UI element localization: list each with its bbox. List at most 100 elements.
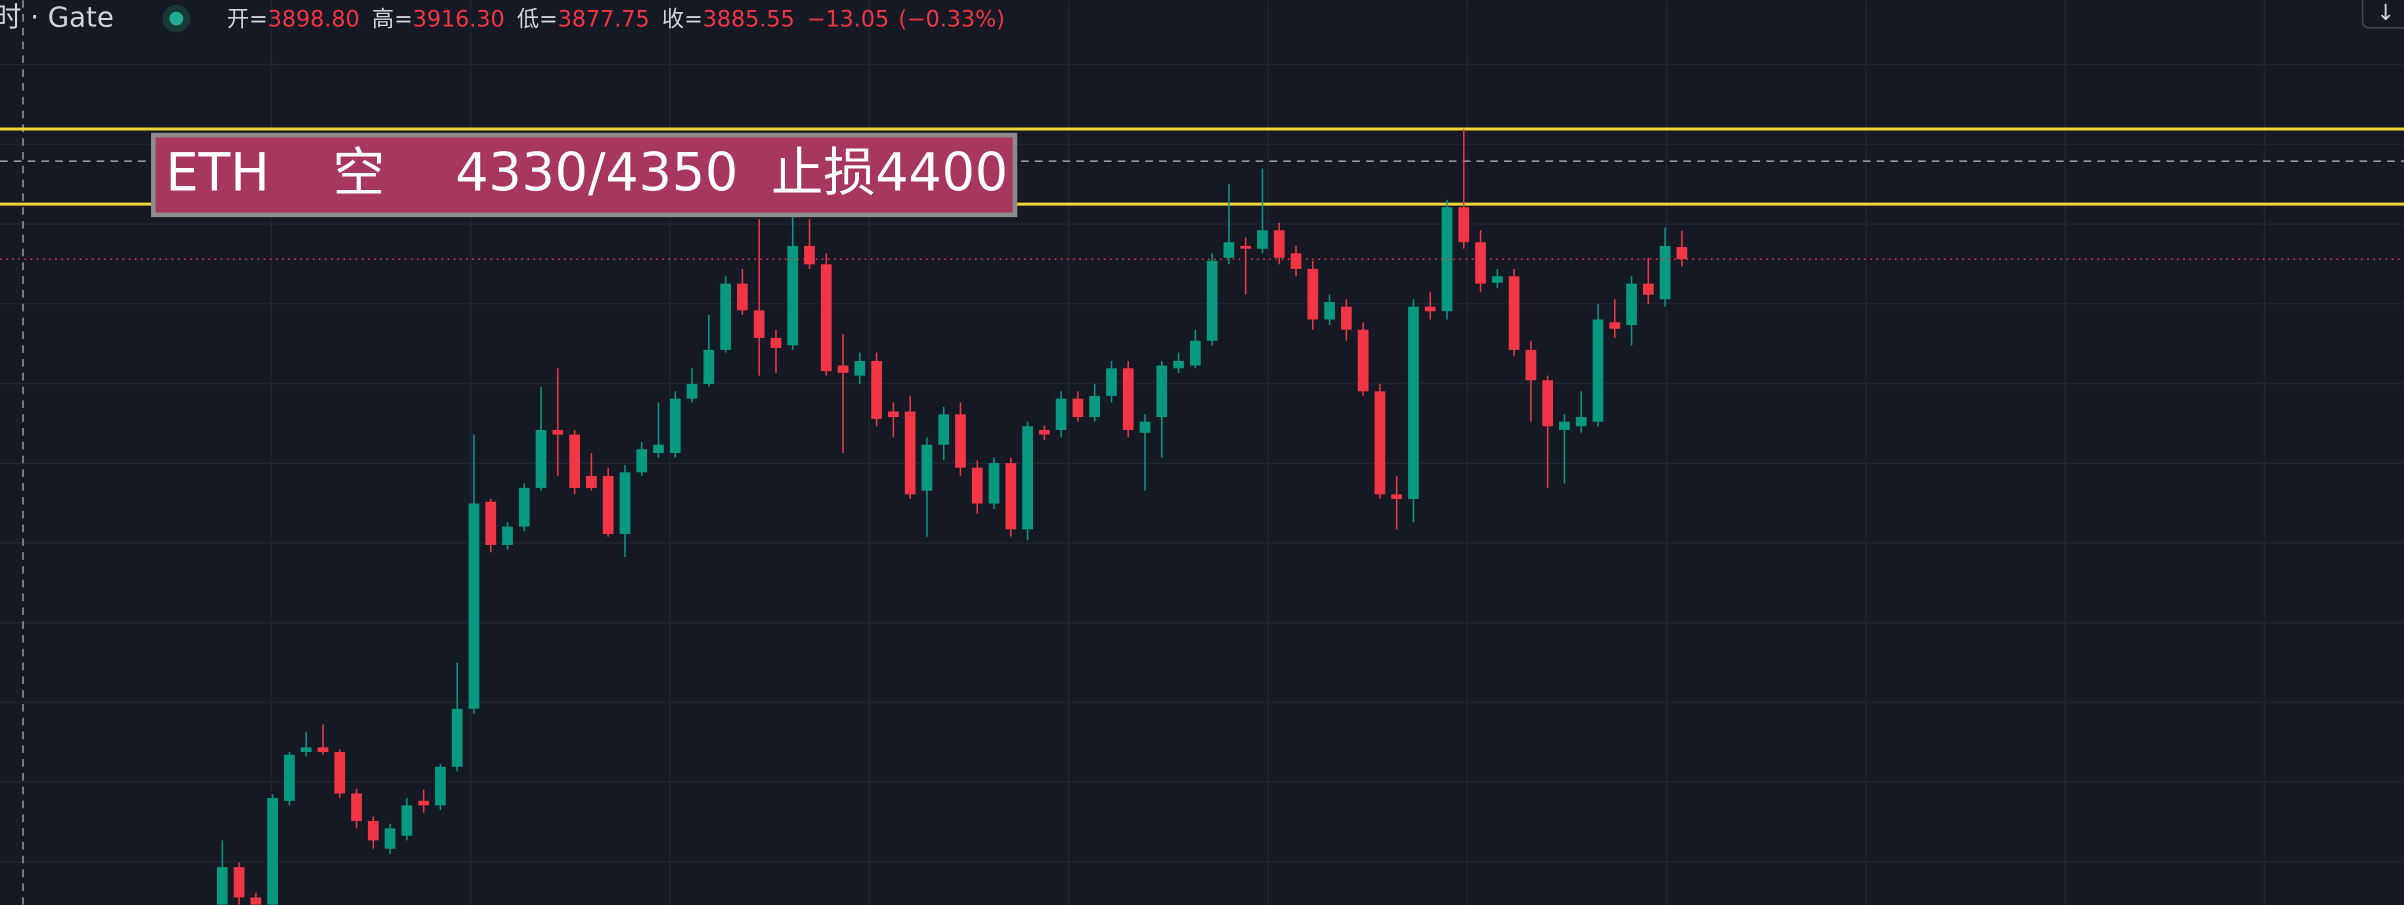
change-pct: (−0.33%) xyxy=(898,6,1005,32)
candle-body xyxy=(1475,242,1486,284)
candle-body xyxy=(1039,429,1050,435)
candle-body xyxy=(1139,421,1151,433)
candle-body xyxy=(1408,306,1419,499)
candle-body xyxy=(1022,426,1033,530)
candle-body xyxy=(284,754,295,801)
candle-body xyxy=(971,467,983,504)
candle-body xyxy=(1676,247,1688,260)
candle-body xyxy=(636,449,648,473)
candle-body xyxy=(1542,380,1554,427)
annotation-text: 止损4400 xyxy=(771,144,1008,204)
candle-body xyxy=(737,283,748,311)
candle-body xyxy=(1122,368,1134,430)
scroll-icon[interactable]: ↓ xyxy=(2376,0,2395,26)
label: 低= xyxy=(517,6,558,32)
candle-body xyxy=(401,805,413,836)
candle-body xyxy=(820,264,832,372)
candle-body xyxy=(1273,230,1285,258)
candle-body xyxy=(216,867,228,905)
candle-body xyxy=(1441,207,1453,312)
candle-body xyxy=(384,828,396,849)
candle-body xyxy=(653,444,664,453)
candle-body xyxy=(250,897,262,905)
header: 时 · Gate 开=3898.80 高=3916.30 低=3877.75 收=38… xyxy=(0,0,2404,33)
candle-body xyxy=(804,245,815,265)
candle-body xyxy=(451,708,463,767)
annotation-box: ETH 空 4330/4350 止损4400 xyxy=(151,132,1018,218)
change: −13.05 xyxy=(807,6,889,32)
candle-body xyxy=(1458,207,1470,243)
candle-body xyxy=(502,526,513,545)
candle-body xyxy=(485,501,497,545)
candle-body xyxy=(435,766,446,806)
value: 3885.55 xyxy=(703,6,795,32)
candle-body xyxy=(837,365,849,373)
scroll-button[interactable] xyxy=(2361,0,2404,29)
candle-body xyxy=(418,800,429,806)
candle-body xyxy=(552,429,564,435)
candle-body xyxy=(669,398,681,453)
candle-body xyxy=(267,798,279,905)
candle-body xyxy=(1106,368,1117,396)
annotation-text: ETH xyxy=(166,144,270,204)
value: 3877.75 xyxy=(558,6,650,32)
annotation-text: 空 xyxy=(333,144,385,204)
candle-body xyxy=(1391,494,1403,499)
candle-body xyxy=(1206,260,1218,341)
candle-body xyxy=(1609,322,1621,329)
candle-body xyxy=(787,245,799,346)
candle-body xyxy=(703,349,715,384)
candle-body xyxy=(1240,245,1252,249)
candle-body xyxy=(1340,306,1352,330)
candle-body xyxy=(1290,253,1302,269)
candle-body xyxy=(1173,360,1184,369)
candle-body xyxy=(686,383,698,399)
candle-body xyxy=(569,434,580,488)
candle-body xyxy=(1508,276,1520,350)
candle-body xyxy=(619,472,631,534)
candle-body xyxy=(921,444,933,491)
candle-body xyxy=(1189,340,1201,366)
candle-body xyxy=(1307,268,1319,320)
candle-body xyxy=(1626,283,1637,326)
candle-body xyxy=(586,475,597,488)
ohlc: 开=3898.80 高=3916.30 低=3877.75 收=3885.55 −13.… xyxy=(227,6,1005,32)
candle-body xyxy=(938,414,950,445)
candle-body xyxy=(1072,398,1084,418)
candle-body xyxy=(317,747,329,753)
label: 高= xyxy=(372,6,413,32)
candle-body xyxy=(854,360,866,376)
symbol: 时 · Gate xyxy=(0,0,114,33)
candle-body xyxy=(1659,245,1671,300)
candle-body xyxy=(1005,463,1017,530)
candle-body xyxy=(602,475,614,534)
value: 3898.80 xyxy=(268,6,360,32)
candle-body xyxy=(1257,230,1268,249)
candle-body xyxy=(233,867,245,898)
candle-body xyxy=(1575,417,1587,427)
candle-body xyxy=(535,429,547,488)
candle-body xyxy=(1491,276,1503,283)
candle-body xyxy=(1089,395,1101,418)
candle-body xyxy=(367,821,379,841)
candle-body xyxy=(300,747,312,753)
candle-body xyxy=(904,411,916,495)
candle-body xyxy=(1156,365,1168,418)
candle-body xyxy=(351,793,362,822)
label: 收= xyxy=(662,6,703,32)
candle-body xyxy=(1324,302,1335,320)
candle-body xyxy=(988,463,1000,504)
candle-body xyxy=(1223,242,1235,258)
candle-body xyxy=(888,411,899,418)
candle-body xyxy=(1559,421,1570,430)
candle-body xyxy=(1642,283,1654,295)
candle-body xyxy=(871,360,882,419)
label: 开= xyxy=(227,6,268,32)
annotation-bg xyxy=(151,132,1018,218)
annotation-text: 4330/4350 xyxy=(455,144,738,204)
status-dot xyxy=(169,11,184,26)
value: 3916.30 xyxy=(413,6,505,32)
candle-body xyxy=(334,752,346,794)
